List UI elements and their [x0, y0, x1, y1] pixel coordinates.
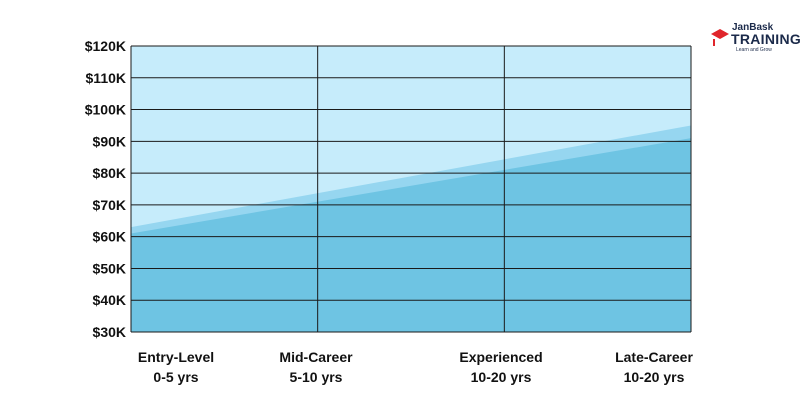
y-tick-label: $110K — [86, 70, 126, 86]
y-tick-label: $120K — [85, 38, 126, 54]
y-axis-ticks: $120K $110K $100K $90K $80K $70K $60K $50K $40K $… — [85, 38, 126, 340]
janbask-logo: JanBask TRAINING Learn and Grow — [710, 22, 800, 56]
y-tick-label: $30K — [93, 324, 126, 340]
logo-tagline: Learn and Grow — [736, 47, 772, 53]
graduation-cap-icon — [711, 29, 729, 46]
x-category-label: Mid-Career — [279, 349, 353, 365]
area-series-group — [131, 125, 691, 332]
y-tick-label: $100K — [85, 102, 126, 118]
x-category-label: Experienced — [459, 349, 542, 365]
y-tick-label: $60K — [93, 229, 126, 245]
logo-main-text: TRAINING — [731, 31, 800, 47]
y-tick-label: $80K — [93, 165, 126, 181]
y-tick-label: $40K — [93, 292, 126, 308]
y-tick-label: $70K — [93, 197, 126, 213]
x-category-label: Late-Career — [615, 349, 693, 365]
y-tick-label: $50K — [93, 260, 126, 276]
x-axis-categories: Entry-Level 0-5 yrs Mid-Career 5-10 yrs Expe… — [138, 349, 694, 385]
area-series-2 — [131, 138, 691, 332]
x-category-sublabel: 10-20 yrs — [471, 369, 532, 385]
logo-brand-text: JanBask — [732, 22, 774, 33]
x-category-sublabel: 5-10 yrs — [290, 369, 343, 385]
x-category-sublabel: 10-20 yrs — [624, 369, 685, 385]
x-category-sublabel: 0-5 yrs — [153, 369, 198, 385]
x-category-label: Entry-Level — [138, 349, 214, 365]
grid-lines — [130, 45, 692, 333]
y-tick-label: $90K — [93, 133, 126, 149]
